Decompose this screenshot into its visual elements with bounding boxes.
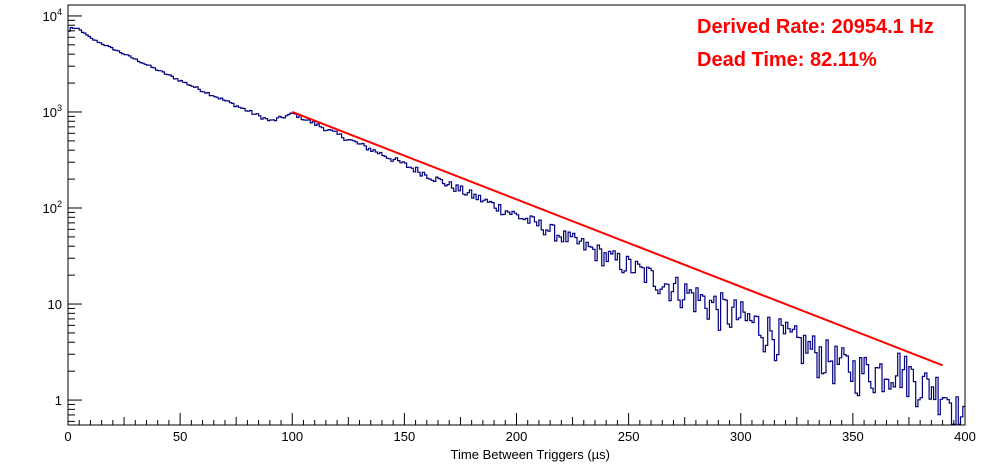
x-tick-label: 400: [954, 429, 976, 444]
plot-content: [68, 27, 965, 425]
x-tick-label: 50: [173, 429, 187, 444]
x-tick-label: 300: [730, 429, 752, 444]
x-tick-label: 250: [618, 429, 640, 444]
exponential-fit-line: [291, 111, 943, 367]
x-tick-label: 0: [64, 429, 71, 444]
y-tick-label: 1: [55, 393, 62, 408]
histogram-series-line: [68, 27, 965, 425]
y-tick-label: 102: [43, 199, 62, 216]
x-tick-label: 150: [394, 429, 416, 444]
y-axis: 1 10 102 103 104: [43, 7, 82, 422]
x-axis: 0 50 100 150 200 250 300 350 400: [64, 413, 976, 444]
x-tick-label: 200: [506, 429, 528, 444]
y-tick-label: 103: [43, 103, 62, 120]
dead-time-annotation: Dead Time: 82.11%: [697, 49, 877, 71]
x-tick-label: 100: [281, 429, 303, 444]
y-tick-label: 104: [43, 7, 62, 24]
y-tick-label: 10: [48, 297, 62, 312]
derived-rate-annotation: Derived Rate: 20954.1 Hz: [697, 16, 934, 38]
x-axis-title: Time Between Triggers (µs): [451, 447, 610, 462]
x-tick-label: 350: [842, 429, 864, 444]
